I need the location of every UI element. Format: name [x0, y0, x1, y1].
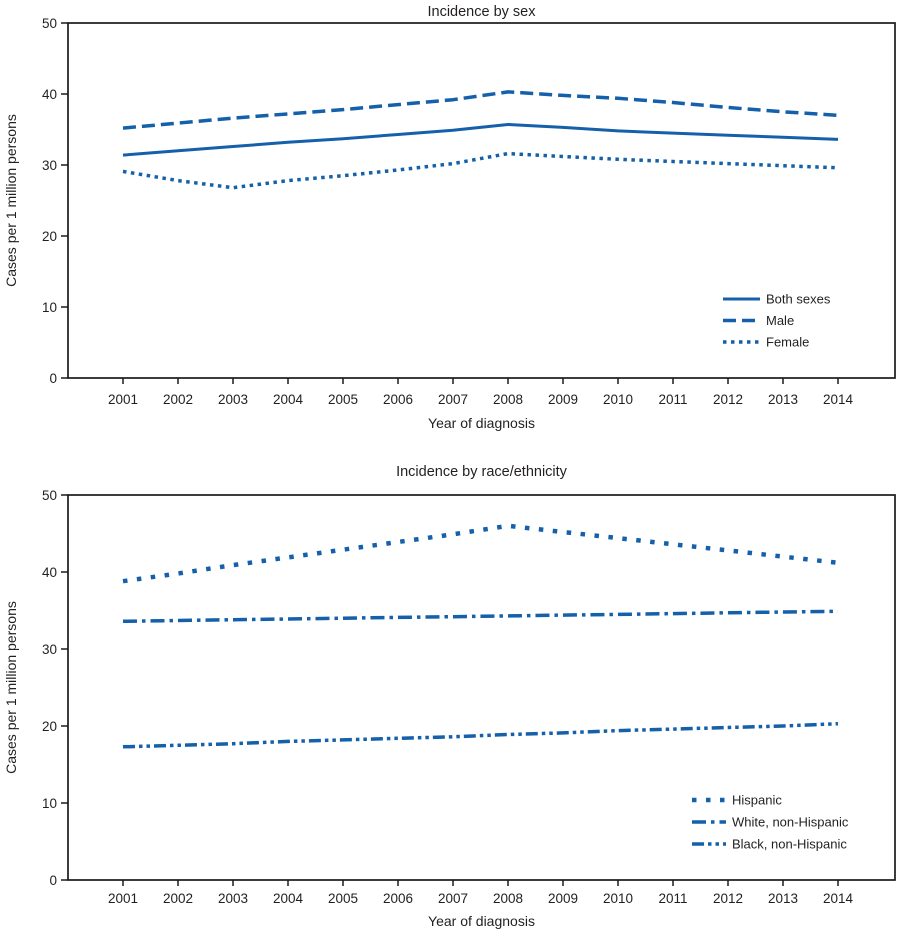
- chart-title: Incidence by race/ethnicity: [396, 464, 568, 480]
- x-tick-label: 2005: [328, 891, 358, 906]
- chart-incidence-by-sex: Incidence by sex 0 10 20 30 40 50 Cases per 1 m…: [3, 4, 896, 431]
- y-tick-label: 40: [42, 565, 57, 580]
- x-tick-label: 2009: [548, 392, 578, 407]
- y-tick-label: 50: [42, 488, 57, 503]
- y-tick-label: 0: [49, 371, 57, 386]
- x-tick-label: 2004: [273, 392, 304, 407]
- series-line-white-non-hispanic: [122, 609, 839, 624]
- legend-label: Female: [766, 335, 809, 350]
- x-tick-label: 2006: [383, 891, 413, 906]
- series-line-black-non-hispanic: [122, 721, 839, 749]
- legend-label: Black, non-Hispanic: [732, 837, 847, 852]
- legend-label: Hispanic: [732, 793, 782, 808]
- x-tick-label: 2011: [658, 891, 687, 906]
- x-tick-label: 2008: [493, 891, 523, 906]
- y-tick-label: 0: [49, 873, 57, 888]
- chart-title: Incidence by sex: [427, 4, 536, 20]
- x-tick-label: 2014: [823, 392, 854, 407]
- x-axis-label: Year of diagnosis: [428, 415, 535, 431]
- y-tick-label: 10: [42, 796, 57, 811]
- x-tick-label: 2011: [658, 392, 687, 407]
- series-line-male: [122, 90, 839, 130]
- y-tick-label: 30: [42, 158, 57, 173]
- x-tick-label: 2010: [603, 891, 633, 906]
- y-tick-label: 40: [42, 87, 57, 102]
- x-tick-label: 2008: [493, 392, 523, 407]
- y-axis-label: Cases per 1 million persons: [3, 114, 19, 287]
- x-tick-label: 2013: [768, 392, 798, 407]
- legend-label: White, non-Hispanic: [732, 815, 849, 830]
- x-tick-label: 2002: [163, 392, 193, 407]
- legend-label: Male: [766, 313, 794, 328]
- x-axis-label: Year of diagnosis: [428, 913, 535, 929]
- x-tick-label: 2014: [823, 891, 854, 906]
- y-axis-label: Cases per 1 million persons: [3, 601, 19, 774]
- x-tick-label: 2002: [163, 891, 193, 906]
- plot-border: [67, 22, 896, 379]
- series-line-both-sexes: [122, 123, 839, 157]
- y-tick-label: 30: [42, 642, 57, 657]
- series-line-female: [122, 151, 839, 190]
- y-tick-label: 50: [42, 16, 57, 31]
- x-tick-label: 2003: [218, 891, 248, 906]
- x-tick-label: 2007: [438, 392, 468, 407]
- series-line-hispanic: [122, 523, 839, 584]
- y-tick-label: 10: [42, 300, 57, 315]
- x-tick-label: 2003: [218, 392, 248, 407]
- x-tick-label: 2007: [438, 891, 468, 906]
- y-tick-label: 20: [42, 719, 57, 734]
- x-tick-label: 2010: [603, 392, 633, 407]
- x-tick-label: 2012: [713, 392, 743, 407]
- chart-incidence-by-race-ethnicity: Incidence by race/ethnicity 0 10 20 30 40 50 Ca…: [3, 464, 896, 929]
- x-tick-label: 2005: [328, 392, 358, 407]
- legend-label: Both sexes: [766, 292, 831, 307]
- x-tick-label: 2001: [108, 392, 138, 407]
- x-tick-label: 2001: [108, 891, 138, 906]
- x-tick-label: 2009: [548, 891, 578, 906]
- x-tick-label: 2013: [768, 891, 798, 906]
- x-tick-label: 2006: [383, 392, 413, 407]
- x-tick-label: 2012: [713, 891, 743, 906]
- plot-border: [67, 494, 896, 881]
- x-tick-label: 2004: [273, 891, 304, 906]
- y-tick-label: 20: [42, 229, 57, 244]
